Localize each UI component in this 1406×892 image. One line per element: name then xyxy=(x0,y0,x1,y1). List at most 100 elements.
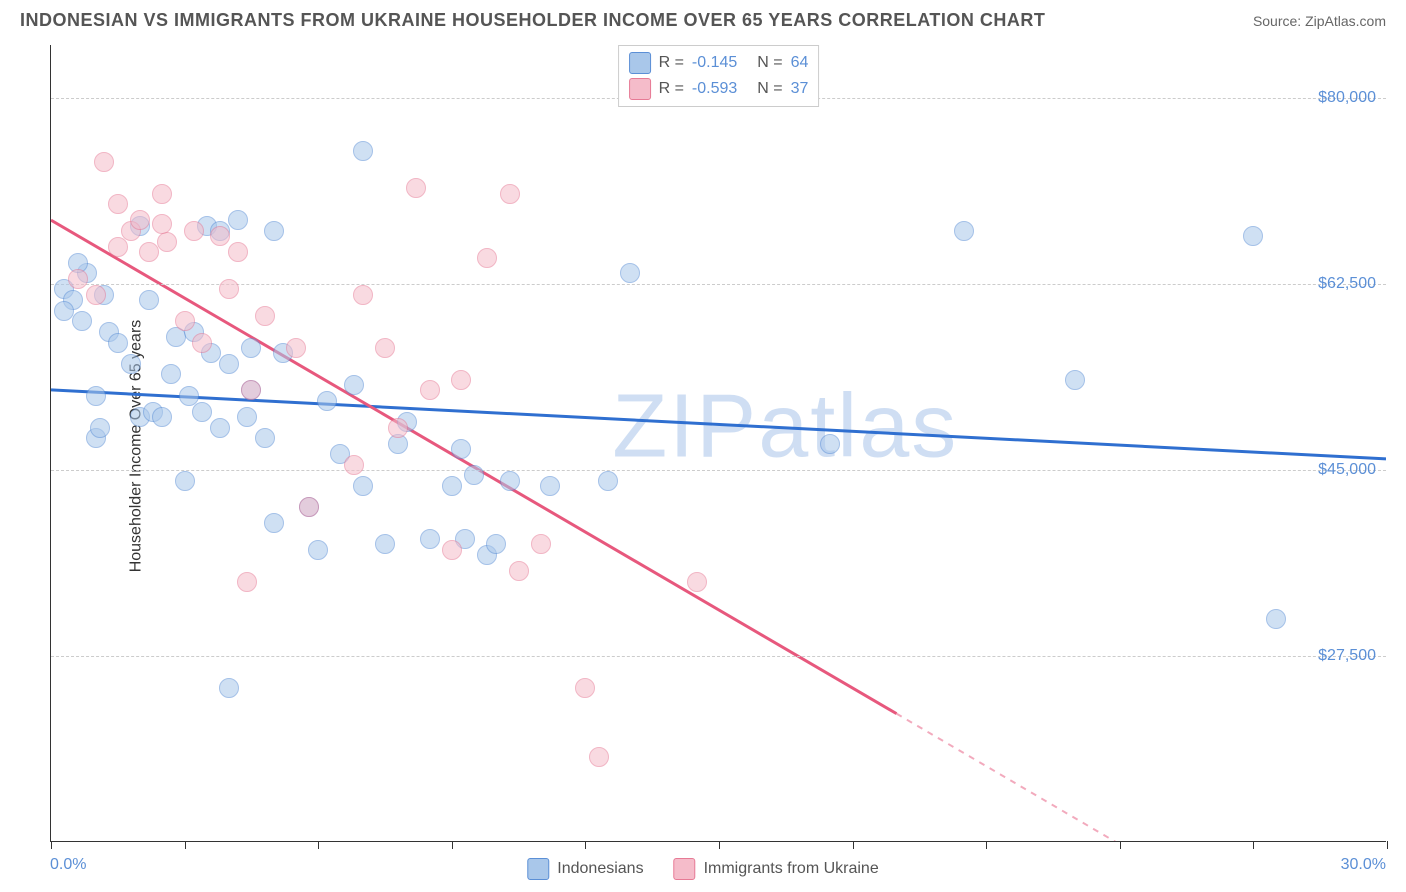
data-point xyxy=(477,248,497,268)
data-point xyxy=(161,364,181,384)
x-tick xyxy=(51,841,52,849)
data-point xyxy=(219,678,239,698)
x-tick xyxy=(318,841,319,849)
legend-swatch xyxy=(629,52,651,74)
y-tick-label: $45,000 xyxy=(1318,461,1376,479)
data-point xyxy=(72,311,92,331)
data-point xyxy=(152,214,172,234)
data-point xyxy=(86,285,106,305)
data-point xyxy=(90,418,110,438)
x-tick xyxy=(986,841,987,849)
data-point xyxy=(420,529,440,549)
data-point xyxy=(375,338,395,358)
x-tick-min: 0.0% xyxy=(50,856,86,874)
series-legend-item: Indonesians xyxy=(527,858,643,880)
data-point xyxy=(237,572,257,592)
data-point xyxy=(210,418,230,438)
legend-r-label: R = xyxy=(659,54,684,72)
x-tick xyxy=(1120,841,1121,849)
legend-r-value: -0.145 xyxy=(692,54,737,72)
data-point xyxy=(152,184,172,204)
data-point xyxy=(308,540,328,560)
data-point xyxy=(54,301,74,321)
data-point xyxy=(486,534,506,554)
data-point xyxy=(175,311,195,331)
data-point xyxy=(353,285,373,305)
data-point xyxy=(108,194,128,214)
data-point xyxy=(219,279,239,299)
data-point xyxy=(184,221,204,241)
data-point xyxy=(388,418,408,438)
legend-swatch xyxy=(629,78,651,100)
data-point xyxy=(509,561,529,581)
data-point xyxy=(451,370,471,390)
data-point xyxy=(1266,609,1286,629)
grid-line xyxy=(51,284,1386,285)
data-point xyxy=(121,354,141,374)
correlation-legend: R = -0.145N = 64R = -0.593N = 37 xyxy=(618,45,820,107)
data-point xyxy=(575,678,595,698)
data-point xyxy=(353,476,373,496)
data-point xyxy=(1243,226,1263,246)
data-point xyxy=(500,471,520,491)
data-point xyxy=(255,428,275,448)
legend-row: R = -0.593N = 37 xyxy=(629,76,809,102)
data-point xyxy=(157,232,177,252)
y-tick-label: $80,000 xyxy=(1318,89,1376,107)
data-point xyxy=(420,380,440,400)
y-tick-label: $27,500 xyxy=(1318,647,1376,665)
data-point xyxy=(210,226,230,246)
data-point xyxy=(442,540,462,560)
x-tick xyxy=(853,841,854,849)
data-point xyxy=(344,455,364,475)
data-point xyxy=(192,402,212,422)
data-point xyxy=(241,380,261,400)
data-point xyxy=(375,534,395,554)
data-point xyxy=(1065,370,1085,390)
x-tick-max: 30.0% xyxy=(1341,856,1386,874)
legend-swatch xyxy=(674,858,696,880)
data-point xyxy=(317,391,337,411)
data-point xyxy=(68,269,88,289)
x-tick xyxy=(1387,841,1388,849)
series-legend: Indonesians Immigrants from Ukraine xyxy=(527,858,878,880)
data-point xyxy=(344,375,364,395)
data-point xyxy=(954,221,974,241)
grid-line xyxy=(51,656,1386,657)
data-point xyxy=(152,407,172,427)
data-point xyxy=(286,338,306,358)
trend-lines xyxy=(51,45,1386,841)
data-point xyxy=(108,333,128,353)
data-point xyxy=(353,141,373,161)
series-legend-label: Indonesians xyxy=(557,860,643,878)
x-tick xyxy=(452,841,453,849)
x-tick xyxy=(1253,841,1254,849)
y-tick-label: $62,500 xyxy=(1318,275,1376,293)
data-point xyxy=(219,354,239,374)
legend-row: R = -0.145N = 64 xyxy=(629,50,809,76)
legend-r-label: R = xyxy=(659,80,684,98)
data-point xyxy=(237,407,257,427)
data-point xyxy=(241,338,261,358)
data-point xyxy=(175,471,195,491)
data-point xyxy=(464,465,484,485)
legend-r-value: -0.593 xyxy=(692,80,737,98)
data-point xyxy=(442,476,462,496)
series-legend-label: Immigrants from Ukraine xyxy=(704,860,879,878)
legend-swatch xyxy=(527,858,549,880)
data-point xyxy=(598,471,618,491)
legend-n-value: 37 xyxy=(791,80,809,98)
data-point xyxy=(620,263,640,283)
data-point xyxy=(820,434,840,454)
data-point xyxy=(108,237,128,257)
chart-title: INDONESIAN VS IMMIGRANTS FROM UKRAINE HO… xyxy=(20,10,1045,31)
watermark: ZIPatlas xyxy=(612,376,958,479)
data-point xyxy=(130,210,150,230)
data-point xyxy=(228,210,248,230)
grid-line xyxy=(51,470,1386,471)
legend-n-label: N = xyxy=(757,54,782,72)
header: INDONESIAN VS IMMIGRANTS FROM UKRAINE HO… xyxy=(0,0,1406,36)
data-point xyxy=(589,747,609,767)
data-point xyxy=(687,572,707,592)
data-point xyxy=(264,513,284,533)
